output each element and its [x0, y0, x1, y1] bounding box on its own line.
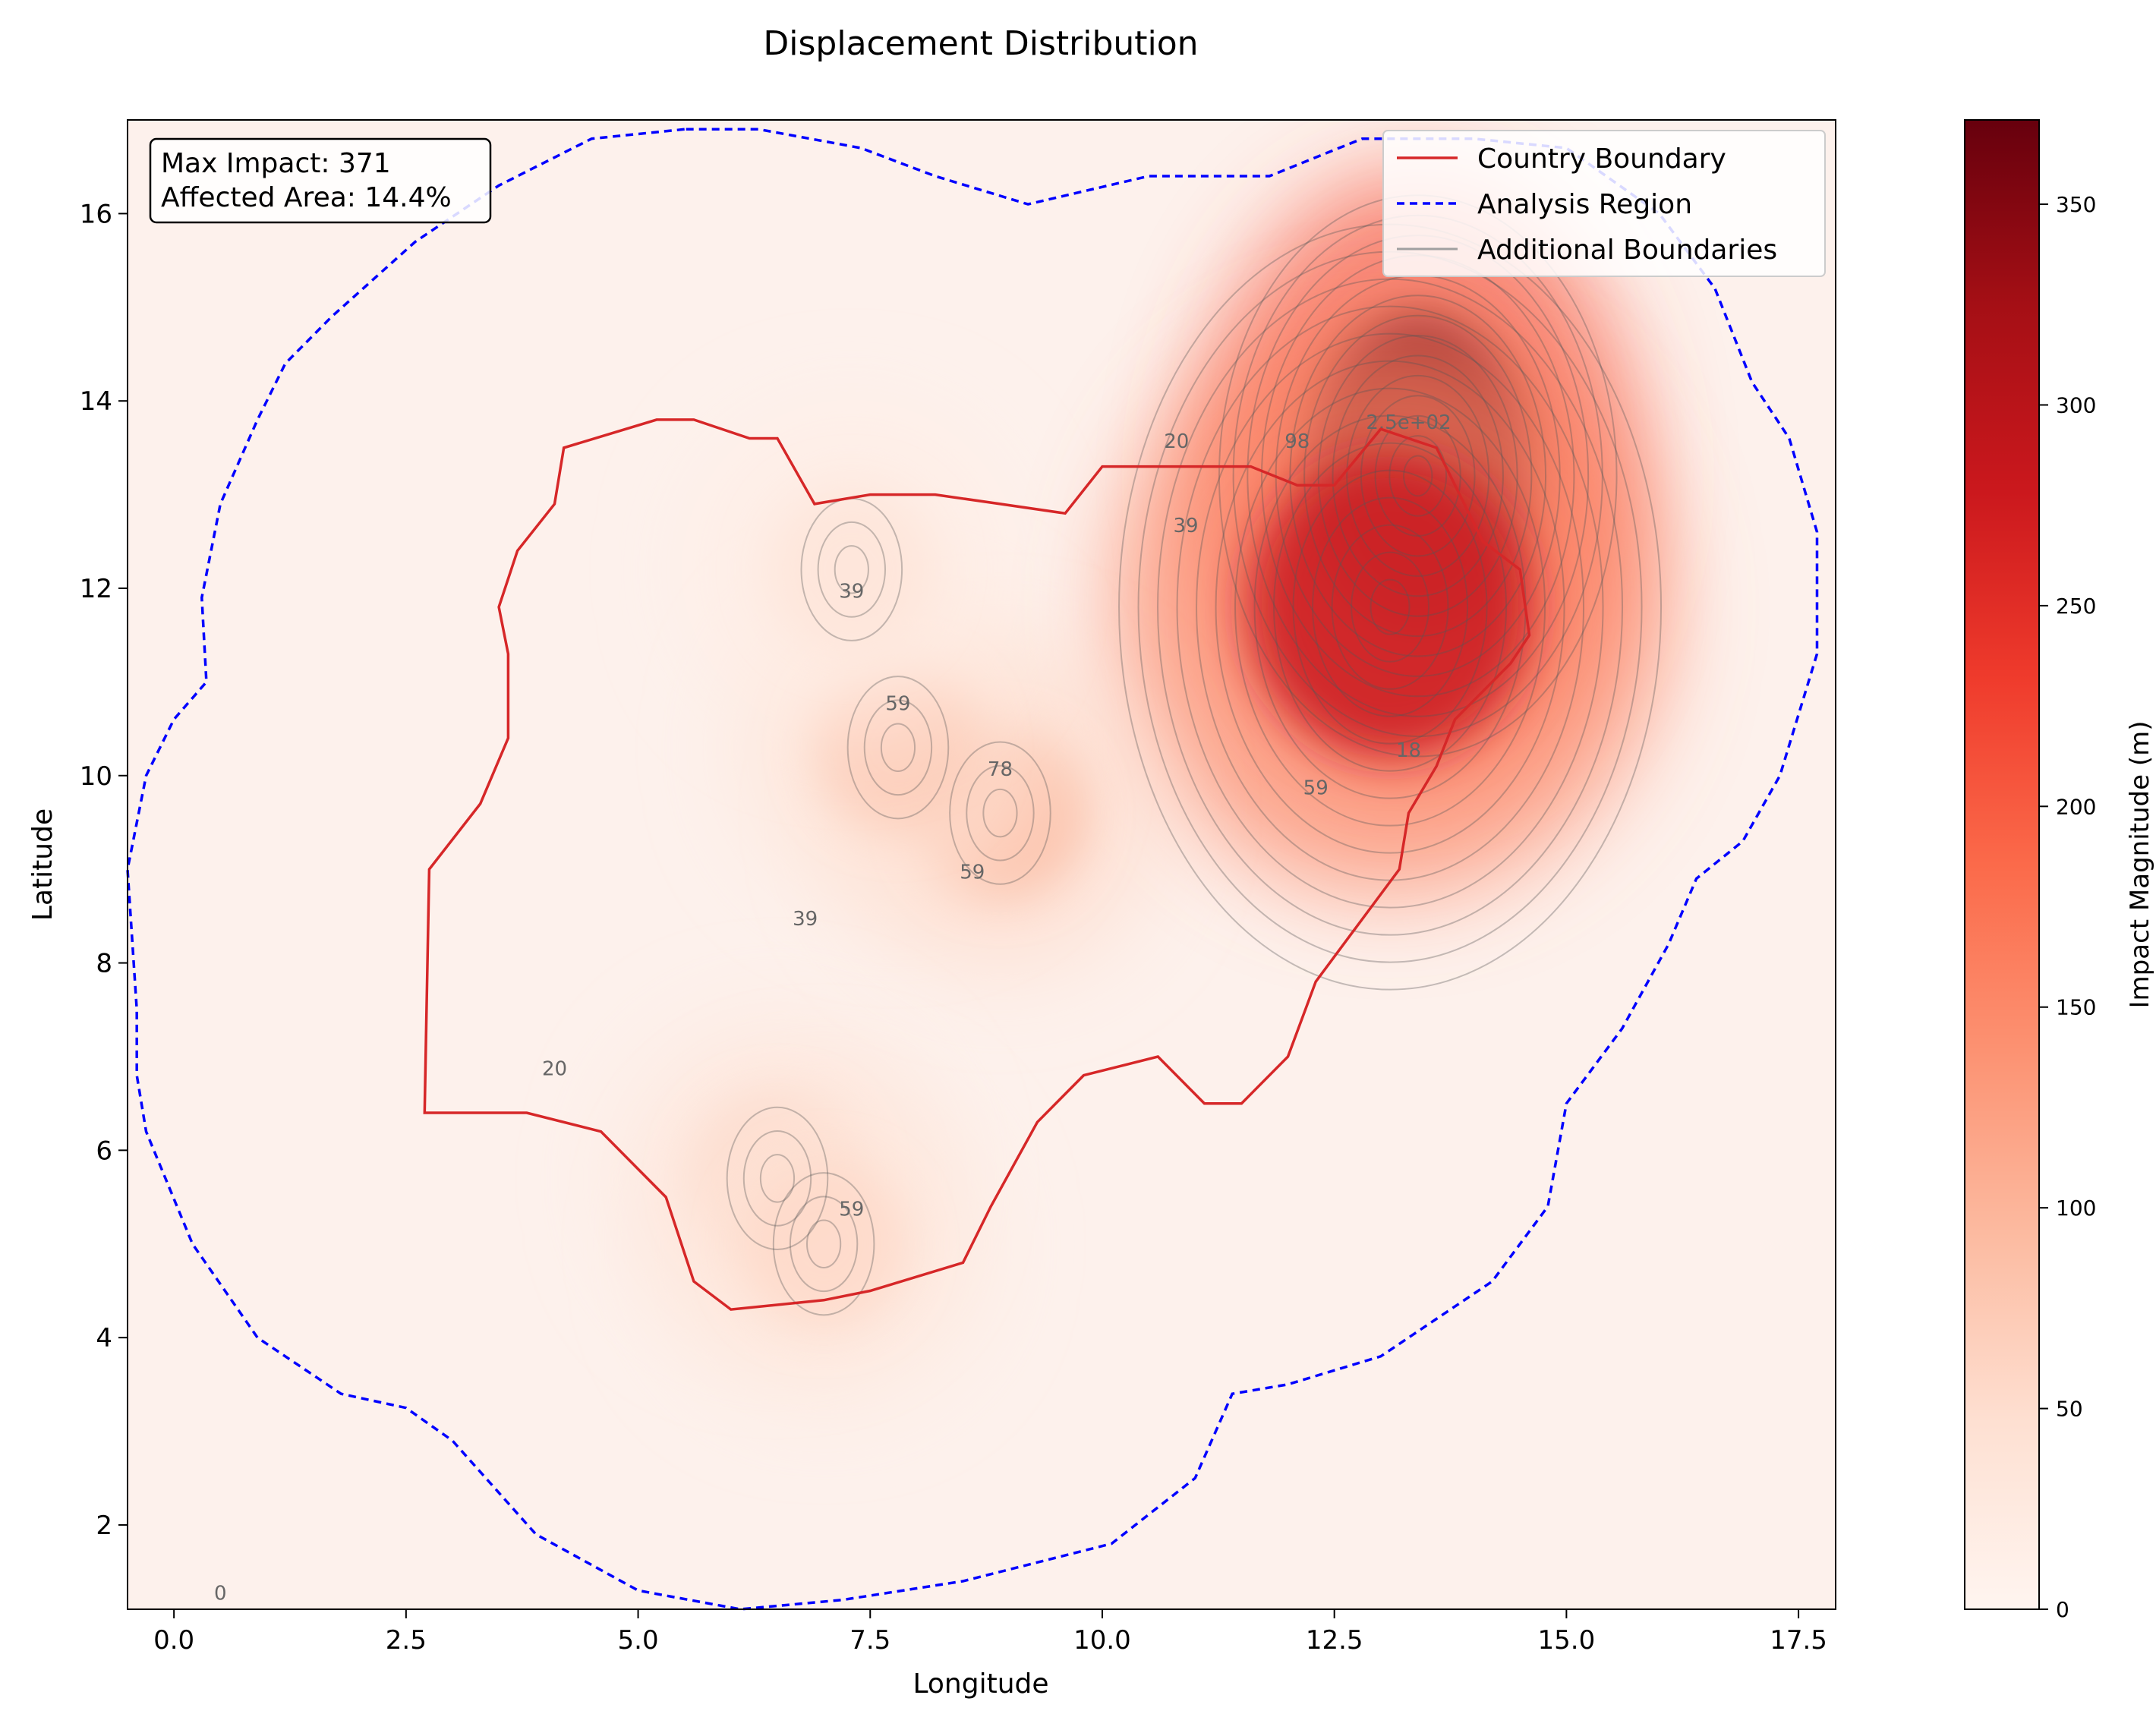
country-boundary-line	[423, 418, 1531, 1311]
x-axis-ticks: 0.0 2.5 5.0 7.5 10.0 12.5 15.0 17.5	[153, 1609, 1827, 1656]
contour-line	[1289, 295, 1547, 657]
contour-line	[1370, 578, 1411, 635]
plot-frame	[127, 119, 1836, 1610]
colorbar-ticks: 0 50 100 150 200 250 300 350	[2039, 192, 2096, 1622]
analysis-region-line	[126, 128, 1819, 1611]
colorbar-tick-label: 250	[2056, 594, 2096, 619]
y-axis-ticks: 2 4 6 8 10 12 14 16	[80, 199, 128, 1541]
contour-label: 39	[1173, 515, 1198, 537]
contour-label: 18	[1396, 739, 1421, 762]
contour-line	[982, 788, 1018, 838]
legend-label-region: Analysis Region	[1477, 189, 1692, 220]
contour-line	[1273, 442, 1508, 772]
contour-line	[806, 1219, 842, 1268]
contour-line	[1317, 335, 1518, 617]
contour-line	[1374, 414, 1461, 537]
contour-line	[1351, 551, 1430, 663]
x-tick-label: 17.5	[1770, 1625, 1827, 1656]
legend-frame	[1382, 130, 1826, 277]
x-tick-label: 7.5	[849, 1625, 890, 1656]
y-axis-label: Latitude	[27, 808, 58, 921]
colorbar-tick-label: 200	[2056, 794, 2096, 819]
contour-line	[880, 723, 916, 772]
colorbar-tick-label: 0	[2056, 1597, 2069, 1622]
contour-label: 39	[839, 580, 864, 603]
contour-line	[772, 1172, 875, 1316]
y-tick-label: 6	[96, 1136, 112, 1166]
heat-core	[768, 486, 935, 654]
contour-line	[1403, 455, 1433, 497]
colorbar-label: Impact Magnitude (m)	[2125, 721, 2155, 1009]
contour-line	[742, 1130, 812, 1227]
colorbar-tick-label: 150	[2056, 995, 2096, 1020]
x-tick-label: 10.0	[1073, 1625, 1131, 1656]
contour-line	[1215, 360, 1565, 854]
contour-label: 20	[1164, 430, 1189, 453]
y-tick-label: 4	[96, 1323, 112, 1353]
x-tick-label: 5.0	[618, 1625, 659, 1656]
y-tick-label: 10	[80, 761, 112, 792]
colorbar-gradient	[1964, 119, 2040, 1610]
contour-line	[1234, 387, 1546, 827]
contour-line	[759, 1154, 796, 1203]
contour-line	[1331, 524, 1449, 690]
colorbar-tick-label: 350	[2056, 192, 2096, 217]
colorbar-tick-label: 100	[2056, 1196, 2096, 1221]
contour-line	[949, 741, 1051, 885]
chart-title: Displacement Distribution	[763, 24, 1198, 63]
info-box-frame	[149, 137, 492, 224]
y-tick-label: 14	[80, 386, 112, 417]
x-tick-label: 0.0	[153, 1625, 194, 1656]
info-affected-area: Affected Area: 14.4%	[161, 182, 452, 213]
contour-line	[1157, 278, 1624, 936]
contour-line	[834, 545, 869, 594]
colorbar-tick-label: 300	[2056, 392, 2096, 417]
contour-line	[966, 764, 1035, 862]
contour-label: 59	[1303, 777, 1329, 799]
y-tick-label: 16	[80, 199, 112, 229]
y-tick-label: 12	[80, 574, 112, 604]
contour-line	[846, 676, 950, 820]
contour-line	[1388, 435, 1448, 517]
contour-line	[726, 1106, 829, 1250]
colorbar: 0 50 100 150 200 250 300 350 Impact Magnitude (…	[1964, 119, 2155, 1622]
contour-label: 20	[542, 1058, 567, 1081]
contour-label: 98	[1284, 430, 1310, 453]
heat-layer	[618, 172, 1665, 1403]
contour-label: 59	[839, 1199, 864, 1221]
contour-line	[1360, 395, 1476, 557]
contour-label: 0	[214, 1583, 227, 1605]
colorbar-tick-label: 50	[2056, 1397, 2083, 1422]
contour-label: 39	[793, 908, 818, 931]
info-max-impact: Max Impact: 371	[161, 148, 391, 179]
x-tick-label: 12.5	[1306, 1625, 1363, 1656]
contour-line	[1312, 496, 1469, 717]
contour-label: 59	[960, 862, 985, 884]
contour-line	[1176, 305, 1604, 909]
x-tick-label: 2.5	[386, 1625, 427, 1656]
heat-core	[740, 1160, 908, 1328]
contour-line	[863, 699, 933, 796]
contour-line	[789, 1196, 859, 1293]
contour-line	[1292, 469, 1488, 745]
heat-core	[1246, 455, 1535, 759]
contour-label: 78	[988, 758, 1013, 781]
y-tick-label: 2	[96, 1511, 112, 1541]
legend-label-additional: Additional Boundaries	[1477, 235, 1777, 266]
contour-line	[1332, 354, 1504, 597]
y-tick-label: 8	[96, 949, 112, 979]
x-tick-label: 15.0	[1538, 1625, 1596, 1656]
x-axis-label: Longitude	[913, 1668, 1048, 1700]
info-box: Max Impact: 371 Affected Area: 14.4%	[149, 137, 492, 224]
contour-label: 59	[885, 692, 910, 715]
contour-line	[1303, 314, 1533, 638]
legend: Country Boundary Analysis Region Additio…	[1382, 130, 1826, 277]
legend-label-country: Country Boundary	[1477, 143, 1726, 175]
contour-line	[817, 521, 887, 618]
contour-line	[1346, 374, 1490, 577]
